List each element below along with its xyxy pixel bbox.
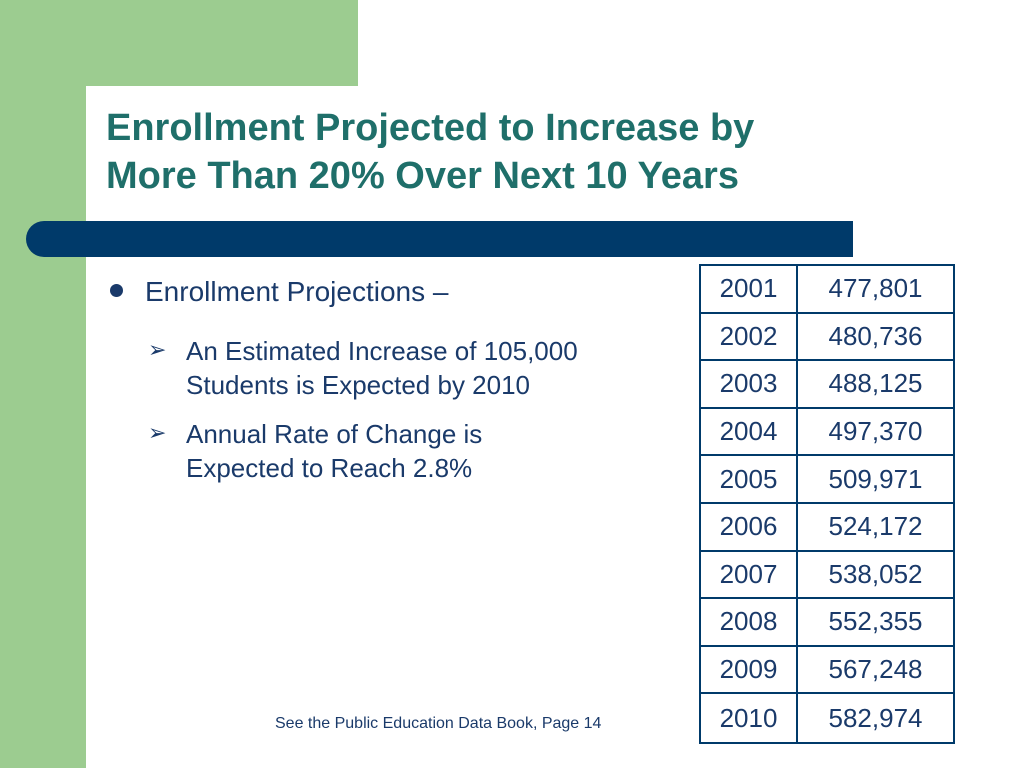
year-cell: 2005	[701, 456, 798, 502]
title-line-2: More Than 20% Over Next 10 Years	[106, 155, 739, 197]
year-cell: 2002	[701, 313, 798, 360]
enrollment-cell: 524,172	[828, 511, 923, 542]
table-row: 2003 488,125	[701, 361, 953, 409]
year-cell: 2006	[701, 503, 798, 550]
table-row: 2006 524,172	[701, 503, 953, 552]
slide-title: Enrollment Projected to Increase by More…	[106, 104, 966, 200]
year-cell: 2009	[701, 646, 798, 693]
table-row: 2004 497,370	[701, 408, 953, 457]
enrollment-cell: 497,370	[828, 416, 923, 447]
enrollment-cell: 538,052	[828, 558, 923, 589]
table-row: 2002 480,736	[701, 313, 953, 362]
sub-bullet-1-line-1: An Estimated Increase of 105,000	[186, 336, 578, 366]
sub-bullet-2-text: Annual Rate of Change is Expected to Rea…	[186, 417, 482, 485]
sub-bullet-1-text: An Estimated Increase of 105,000 Student…	[186, 334, 578, 402]
year-cell: 2007	[701, 551, 798, 598]
enrollment-cell: 509,971	[828, 463, 923, 494]
arrow-bullet-icon: ➢	[148, 421, 167, 446]
table-row: 2009 567,248	[701, 646, 953, 695]
green-top-frame	[0, 0, 358, 86]
enrollment-cell: 552,355	[828, 606, 923, 637]
main-bullet-text: Enrollment Projections –	[145, 276, 449, 307]
table-row: 2005 509,971	[701, 456, 953, 504]
title-underline-bar	[26, 221, 853, 257]
enrollment-table: 2001 477,801 2002 480,736 2003 488,125 2…	[699, 264, 955, 744]
main-bullet: Enrollment Projections –	[110, 274, 448, 310]
year-cell: 2003	[701, 361, 798, 407]
sub-bullet-2: ➢ Annual Rate of Change is Expected to R…	[148, 417, 482, 485]
year-cell: 2010	[701, 694, 798, 742]
table-row: 2010 582,974	[701, 694, 953, 742]
sub-bullet-2-line-2: Expected to Reach 2.8%	[186, 453, 473, 483]
year-cell: 2001	[701, 266, 798, 312]
table-row: 2008 552,355	[701, 599, 953, 647]
green-side-frame	[0, 0, 86, 768]
enrollment-cell: 488,125	[828, 368, 923, 399]
source-footnote: See the Public Education Data Book, Page…	[275, 715, 602, 732]
sub-bullet-1-line-2: Students is Expected by 2010	[186, 370, 531, 400]
title-line-1: Enrollment Projected to Increase by	[106, 107, 755, 149]
table-row: 2007 538,052	[701, 551, 953, 600]
bullet-dot-icon	[110, 284, 123, 298]
year-cell: 2008	[701, 599, 798, 645]
sub-bullet-2-line-1: Annual Rate of Change is	[186, 419, 483, 449]
arrow-bullet-icon: ➢	[148, 338, 167, 363]
enrollment-cell: 477,801	[828, 273, 923, 304]
frame-corner	[86, 86, 166, 166]
enrollment-cell: 582,974	[828, 702, 923, 733]
table-row: 2001 477,801	[701, 266, 953, 314]
sub-bullet-1: ➢ An Estimated Increase of 105,000 Stude…	[148, 334, 578, 402]
enrollment-cell: 480,736	[828, 320, 923, 351]
enrollment-cell: 567,248	[828, 654, 923, 685]
year-cell: 2004	[701, 408, 798, 455]
